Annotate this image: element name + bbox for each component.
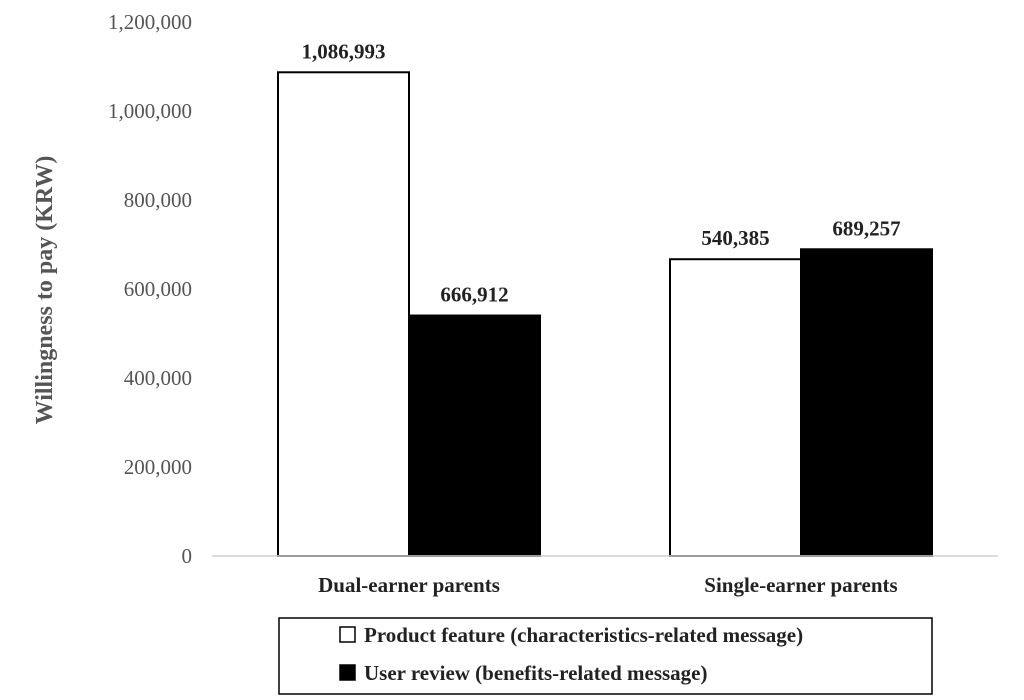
- legend-label-user-review: User review (benefits-related message): [364, 661, 707, 685]
- y-tick-label: 0: [182, 544, 193, 568]
- category-labels: Dual-earner parents Single-earner parents: [318, 573, 898, 597]
- data-labels: 1,086,993 666,912 540,385 689,257: [302, 39, 901, 306]
- y-axis-label: Willingness to pay (KRW): [32, 156, 58, 425]
- legend: Product feature (characteristics-related…: [278, 617, 933, 695]
- y-tick-label: 400,000: [124, 366, 192, 390]
- bar-product-feature-dual: [277, 71, 410, 557]
- y-axis-ticks: 0 200,000 400,000 600,000 800,000 1,000,000 1,…: [108, 10, 192, 568]
- bars: [277, 71, 933, 558]
- category-label: Single-earner parents: [704, 573, 897, 597]
- y-tick-label: 1,200,000: [108, 10, 192, 34]
- y-tick-label: 800,000: [124, 188, 192, 212]
- legend-swatch-product-feature: [339, 626, 356, 643]
- data-label: 540,385: [701, 226, 769, 250]
- data-label: 666,912: [440, 283, 508, 307]
- bar-user-review-dual: [408, 314, 541, 558]
- legend-label-product-feature: Product feature (characteristics-related…: [364, 623, 803, 647]
- bar-user-review-single: [800, 248, 933, 557]
- y-tick-label: 200,000: [124, 455, 192, 479]
- y-tick-label: 1,000,000: [108, 99, 192, 123]
- legend-swatch-user-review: [339, 664, 356, 681]
- category-label: Dual-earner parents: [318, 573, 500, 597]
- data-label: 1,086,993: [302, 39, 386, 63]
- data-label: 689,257: [832, 216, 900, 240]
- bar-product-feature-single: [669, 258, 802, 557]
- y-tick-label: 600,000: [124, 277, 192, 301]
- legend-box: [278, 617, 933, 695]
